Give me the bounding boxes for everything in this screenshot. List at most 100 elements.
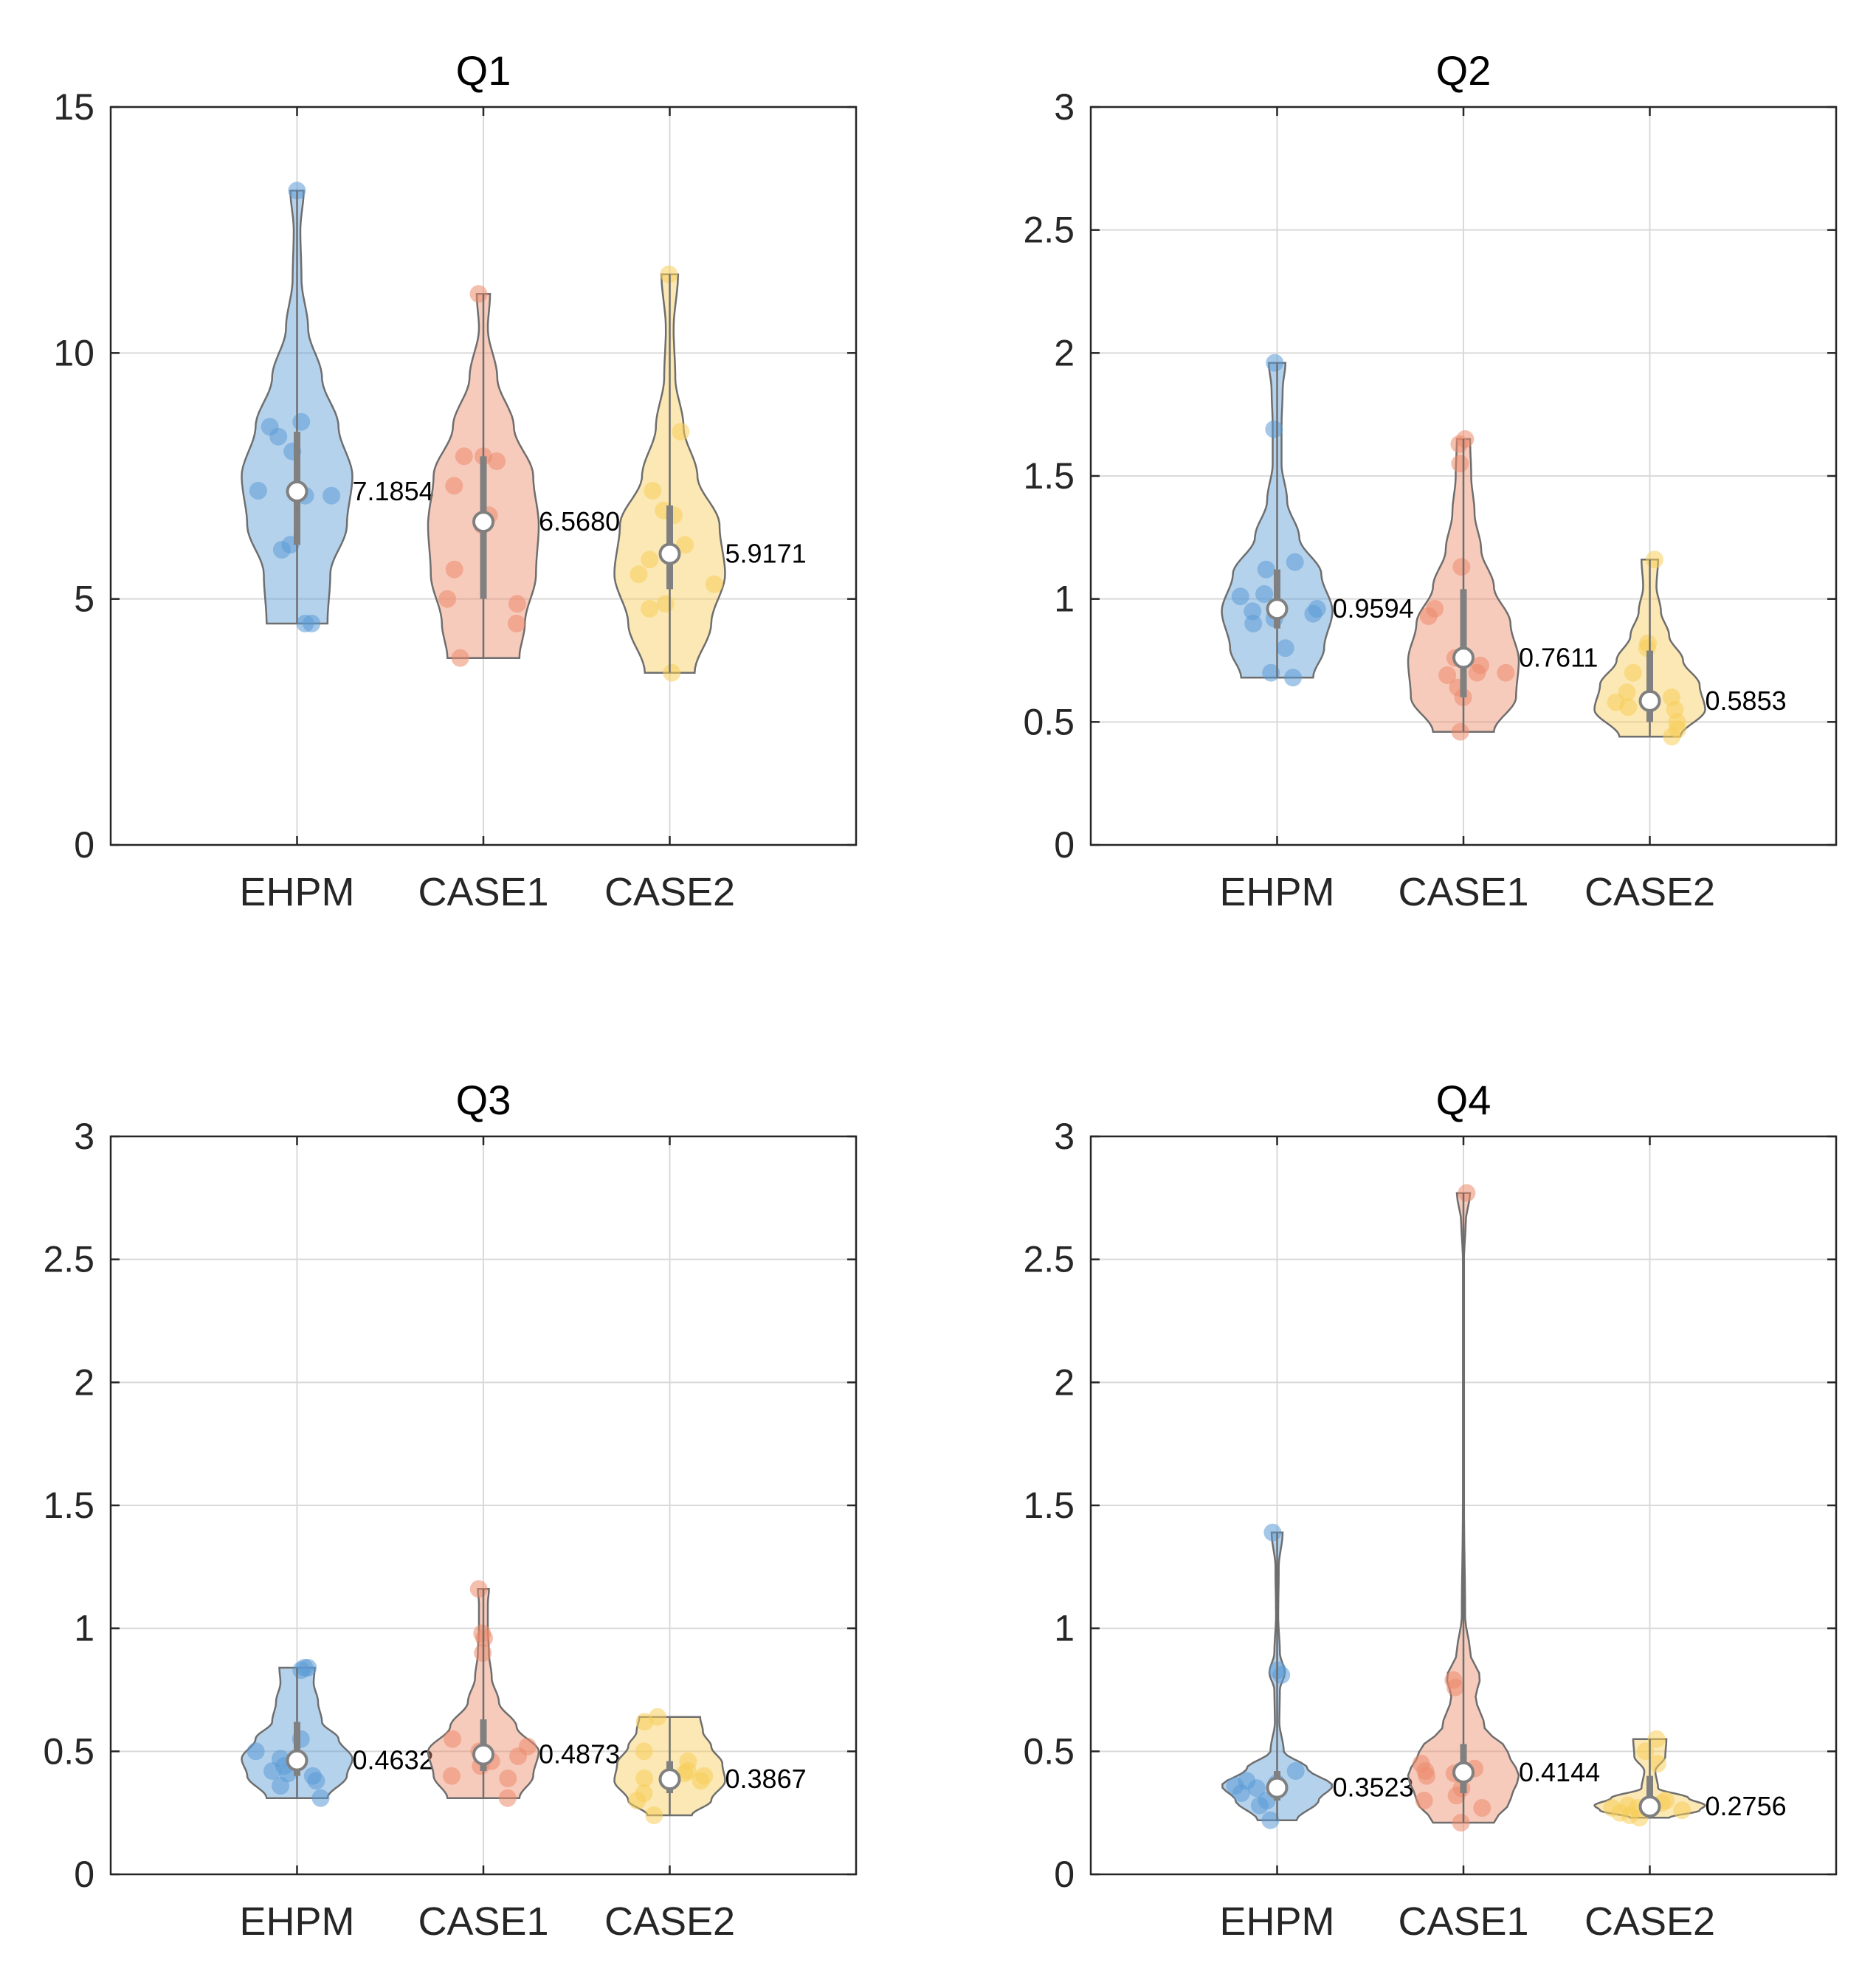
y-tick-label: 2.5: [1023, 1239, 1075, 1280]
y-tick-label: 0: [74, 1854, 94, 1895]
x-tick-label: CASE1: [418, 1899, 548, 1944]
data-point: [445, 477, 463, 495]
violin-case2: 0.5853: [1593, 550, 1787, 746]
mean-value-label: 0.4873: [539, 1739, 620, 1770]
data-point: [1450, 435, 1469, 453]
data-point: [469, 1580, 488, 1598]
data-point: [445, 560, 463, 579]
mean-marker: [472, 1743, 494, 1766]
y-tick-label: 5: [74, 579, 94, 620]
data-point: [1438, 666, 1457, 684]
x-axis: EHPM CASE1 CASE2: [1219, 107, 1715, 914]
data-point: [455, 447, 473, 466]
x-tick-label: EHPM: [239, 1899, 354, 1944]
data-point: [1266, 353, 1284, 372]
data-point: [288, 182, 306, 200]
data-point: [451, 649, 469, 667]
data-point: [1231, 587, 1249, 606]
data-point: [443, 1767, 461, 1785]
chart-title: Q3: [456, 1077, 511, 1123]
mean-marker: [286, 480, 308, 503]
chart-panel-q3: 0.4632 0.4873 0.3867 0 0.5 1 1.5 2 2.5 3 EHPM CASE1…: [43, 1077, 858, 1944]
chart-title: Q1: [456, 47, 511, 94]
chart-title: Q4: [1436, 1077, 1492, 1123]
data-point: [1446, 1678, 1464, 1696]
data-point: [676, 536, 694, 554]
chart-title: Q2: [1436, 47, 1492, 94]
data-point: [1247, 1779, 1266, 1798]
y-tick-label: 0: [74, 824, 94, 866]
mean-marker: [286, 1749, 308, 1772]
data-point: [292, 413, 311, 431]
mean-value-label: 0.9594: [1333, 593, 1414, 624]
y-tick-label: 1: [74, 1608, 94, 1649]
x-axis: EHPM CASE1 CASE2: [239, 1136, 735, 1944]
data-point: [1257, 560, 1275, 579]
data-point: [1250, 1796, 1269, 1815]
y-tick-label: 1: [1054, 579, 1075, 620]
mean-marker: [658, 542, 681, 565]
y-tick-label: 0: [1054, 1854, 1075, 1895]
mean-value-label: 0.2756: [1706, 1791, 1787, 1821]
mean-marker: [1638, 1795, 1661, 1818]
data-point: [311, 1789, 330, 1807]
data-point: [1468, 663, 1486, 682]
data-point: [438, 590, 457, 608]
data-point: [692, 1772, 710, 1790]
y-tick-label: 1: [1054, 1608, 1075, 1649]
data-point: [1452, 558, 1471, 576]
x-tick-label: CASE2: [604, 1899, 735, 1944]
chart-panel-q2: 0.9594 0.7611 0.5853 0 0.5 1 1.5 2 2.5 3 EHPM CASE1…: [1023, 47, 1838, 914]
violin-case2: 5.9171: [613, 265, 807, 682]
data-point: [246, 1742, 265, 1761]
y-tick-label: 10: [53, 332, 94, 373]
data-point: [1255, 585, 1274, 603]
y-tick-label: 15: [53, 86, 94, 128]
violin-ehpm: 0.4632: [241, 1659, 434, 1807]
data-point: [1646, 550, 1663, 569]
data-point: [1265, 420, 1283, 438]
data-point: [1415, 1792, 1433, 1809]
violin-case1: 6.5680: [427, 285, 620, 667]
mean-value-label: 0.4144: [1519, 1757, 1600, 1787]
data-point: [272, 541, 291, 559]
mean-value-label: 6.5680: [539, 506, 620, 536]
data-point: [1497, 663, 1515, 682]
y-tick-label: 1.5: [43, 1485, 94, 1526]
y-tick-label: 2: [1054, 1361, 1075, 1403]
data-point: [1452, 1814, 1470, 1832]
y-tick-label: 0.5: [43, 1730, 94, 1772]
violin-case1: 0.4144: [1407, 1184, 1600, 1832]
data-point: [1276, 639, 1294, 657]
data-point: [307, 1772, 325, 1790]
data-point: [292, 1661, 311, 1680]
data-point: [628, 1792, 646, 1809]
x-tick-label: EHPM: [1219, 870, 1334, 914]
x-tick-label: EHPM: [239, 870, 354, 914]
y-tick-label: 2: [1054, 332, 1075, 373]
data-point: [1304, 604, 1322, 623]
data-point: [249, 482, 267, 500]
data-point: [1262, 663, 1280, 682]
mean-marker: [1452, 1761, 1475, 1784]
data-point: [507, 615, 525, 632]
data-point: [1272, 1666, 1291, 1684]
mean-marker: [1266, 598, 1289, 621]
y-tick-label: 3: [74, 1116, 94, 1157]
y-axis: 0 0.5 1 1.5 2 2.5 3: [1023, 1116, 1836, 1895]
data-point: [498, 1789, 517, 1807]
data-point: [635, 1742, 653, 1761]
x-axis: EHPM CASE1 CASE2: [1219, 1136, 1715, 1944]
data-point: [1451, 455, 1469, 473]
y-tick-label: 3: [1054, 1116, 1075, 1157]
data-point: [644, 482, 662, 500]
data-point: [1286, 553, 1304, 571]
data-point: [1263, 1523, 1282, 1542]
y-axis: 0 0.5 1 1.5 2 2.5 3: [43, 1116, 856, 1895]
x-tick-label: CASE1: [1398, 870, 1528, 914]
x-tick-label: CASE1: [418, 870, 548, 914]
mean-value-label: 0.4632: [353, 1745, 434, 1775]
data-point: [1648, 1755, 1666, 1772]
data-point: [1663, 728, 1681, 746]
